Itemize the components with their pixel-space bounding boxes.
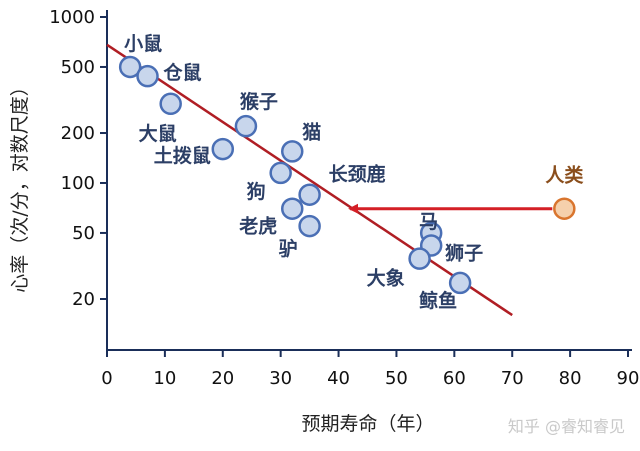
data-point [269, 161, 292, 185]
y-tick-label: 100 [61, 173, 95, 194]
highlight-label: 人类 [545, 164, 583, 187]
data-point [159, 92, 182, 116]
x-tick-label: 0 [101, 368, 112, 389]
data-point [234, 114, 258, 138]
x-tick-label: 90 [617, 368, 640, 389]
point-label: 马 [419, 211, 438, 233]
data-point [211, 137, 235, 161]
highlight-point [553, 197, 576, 220]
watermark: 知乎 @睿知睿见 [508, 417, 625, 436]
x-tick-label: 10 [153, 368, 176, 389]
data-point [298, 214, 321, 238]
y-tick-label: 200 [61, 123, 95, 144]
point-label: 狗 [247, 180, 266, 203]
point-label: 猫 [302, 120, 321, 143]
x-tick-label: 30 [269, 368, 292, 389]
data-point [118, 55, 142, 79]
x-tick-label: 60 [443, 368, 466, 389]
x-tick-label: 80 [559, 368, 582, 389]
data-point [280, 197, 304, 220]
point-label: 狮子 [445, 243, 483, 265]
y-axis-title: 心率（次/分，对数尺度） [9, 77, 31, 292]
x-tick-label: 40 [327, 368, 350, 389]
data-point [280, 140, 304, 163]
data-point [136, 64, 159, 88]
data-point [298, 183, 321, 206]
y-tick-label: 20 [72, 289, 95, 310]
point-label: 驴 [279, 237, 298, 260]
trend-line [106, 43, 513, 317]
y-tick-label: 1000 [49, 7, 95, 28]
point-label: 大象 [367, 267, 405, 290]
point-label: 大鼠 [139, 122, 177, 145]
point-label: 小鼠 [124, 32, 162, 55]
x-tick-label: 20 [211, 368, 234, 389]
data-point [448, 271, 472, 295]
x-tick-label: 50 [385, 368, 408, 389]
x-axis-title: 预期寿命（年） [301, 413, 434, 435]
data-point [408, 247, 431, 270]
point-label: 土拨鼠 [154, 144, 211, 167]
y-tick-label: 500 [61, 57, 95, 78]
point-label: 老虎 [239, 215, 277, 238]
y-tick-label: 50 [72, 223, 95, 244]
x-tick-label: 70 [501, 368, 524, 389]
point-label: 长颈鹿 [329, 163, 386, 186]
point-label: 猴子 [240, 90, 278, 113]
point-label: 鲸鱼 [419, 289, 457, 312]
point-label: 仓鼠 [163, 61, 202, 84]
